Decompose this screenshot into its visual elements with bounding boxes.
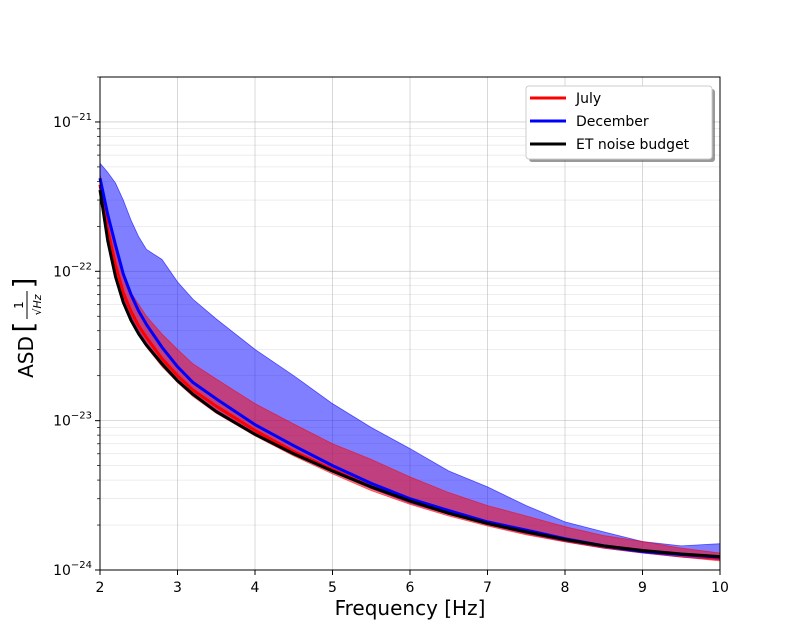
series-lines [98,177,721,560]
y-tick-label: 10−23 [53,411,92,430]
legend-entry: December [576,114,649,130]
x-tick-label: 5 [328,580,337,596]
y-tick-label: 10−21 [53,112,92,131]
legend-entry: ET noise budget [576,137,690,153]
x-tick-label: 8 [561,580,570,596]
legend: July December ET noise budget [525,85,715,162]
line-et-noise-budget [98,189,721,559]
x-axis-label: Frequency [Hz] [335,596,486,620]
axis-ticks: 2 3 4 5 6 7 8 9 10 10−24 10−23 10−22 10−21 [53,76,729,596]
x-tick-label: 7 [483,580,492,596]
y-axis-unit-denominator: √Hz [31,294,44,315]
y-tick-label: 10−24 [53,560,92,579]
x-tick-label: 10 [711,580,729,596]
x-tick-label: 9 [638,580,647,596]
y-tick-label: 10−22 [53,261,92,280]
x-tick-label: 2 [96,580,105,596]
x-tick-label: 3 [173,580,182,596]
x-tick-label: 4 [251,580,260,596]
y-axis-unit-numerator: 1 [12,301,26,309]
x-tick-label: 6 [406,580,415,596]
svg-text:ASD: ASD [14,336,38,378]
legend-entry: July [575,91,601,107]
y-axis-unit-bracket-left: [ [7,322,40,333]
y-axis-label: ASD [ 1 √Hz ] [7,278,44,378]
y-axis-unit-bracket-right: ] [7,278,40,289]
